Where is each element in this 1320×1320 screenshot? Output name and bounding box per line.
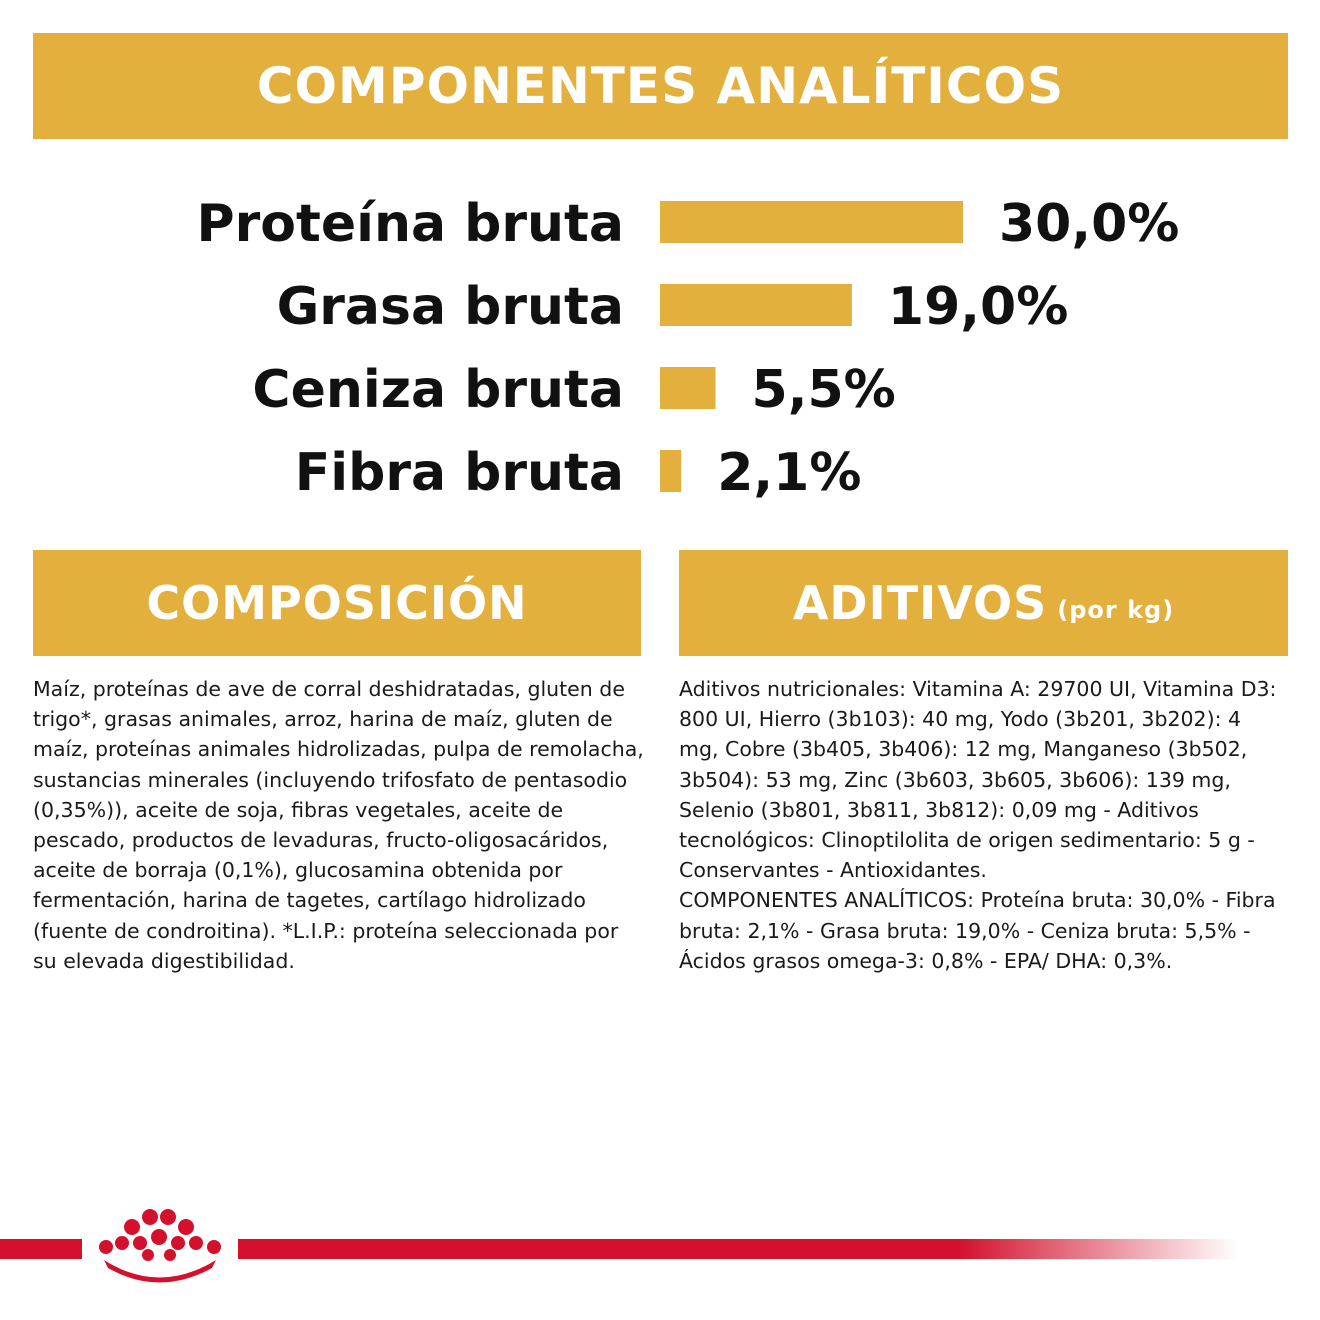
aditivos-banner: ADITIVOS (por kg)	[679, 550, 1288, 656]
composicion-text: Maíz, proteínas de ave de corral deshidr…	[33, 677, 644, 973]
footer-line-left	[0, 1239, 82, 1259]
composicion-banner: COMPOSICIÓN	[33, 550, 641, 656]
bar-label: Proteína bruta	[197, 194, 624, 254]
bar-label: Fibra bruta	[295, 443, 624, 503]
bar-value-label: 2,1%	[717, 443, 861, 503]
title-banner: COMPONENTES ANALÍTICOS	[33, 33, 1288, 139]
analytic-bar-chart: Proteína bruta 30,0% Grasa bruta 19,0% Ceniz…	[197, 194, 1180, 503]
composicion-heading: COMPOSICIÓN	[146, 576, 528, 630]
bar-value-label: 30,0%	[999, 194, 1179, 254]
aditivos-text-block: Aditivos nutricionales: Vitamina A: 2970…	[679, 674, 1279, 976]
footer-line-right	[238, 1239, 1238, 1259]
bar-value-label: 5,5%	[752, 360, 896, 420]
bar	[660, 450, 682, 492]
bar	[660, 201, 963, 243]
page-title: COMPONENTES ANALÍTICOS	[256, 57, 1065, 115]
analiticos-text: COMPONENTES ANALÍTICOS: Proteína bruta: …	[679, 888, 1276, 973]
bar-value-label: 19,0%	[888, 277, 1068, 337]
bar-label: Grasa bruta	[277, 277, 624, 337]
royal-canin-crown-icon	[99, 1209, 221, 1283]
bar	[660, 284, 852, 326]
bar-label: Ceniza bruta	[252, 360, 624, 420]
aditivos-text: Aditivos nutricionales: Vitamina A: 2970…	[679, 677, 1277, 883]
bar	[660, 367, 716, 409]
aditivos-heading-unit: (por kg)	[1057, 596, 1175, 624]
aditivos-heading: ADITIVOS	[792, 576, 1048, 630]
